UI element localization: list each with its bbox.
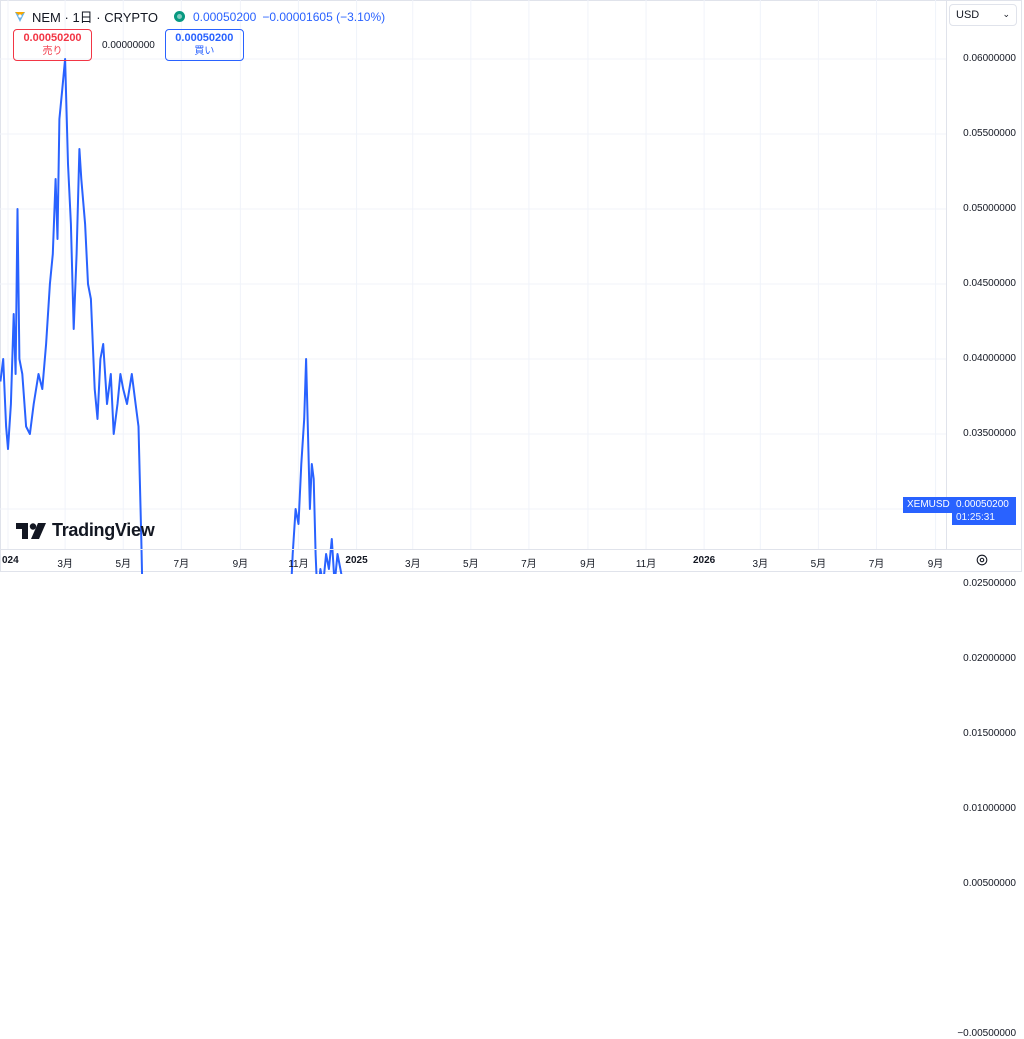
time-axis-label: 2026 (693, 555, 716, 566)
price-axis-label: 0.04000000 (963, 353, 1016, 364)
time-axis-label: 3月 (404, 559, 421, 570)
chart-frame (0, 0, 1022, 572)
currency-select[interactable]: USD ⌄ (949, 4, 1017, 26)
spread-value: 0.00000000 (102, 39, 155, 51)
chart-plot[interactable] (0, 0, 1024, 574)
time-axis-label: 3月 (752, 559, 769, 570)
price-axis-label: 0.03500000 (963, 428, 1016, 439)
time-axis-label: 9月 (580, 559, 596, 570)
price-axis-label: 0.04500000 (963, 278, 1016, 289)
time-axis-label: 7月 (173, 559, 190, 570)
price-axis-label: 0.06000000 (963, 53, 1016, 64)
price-axis-label: 0.01000000 (963, 803, 1016, 814)
price-axis-label: 0.00500000 (963, 878, 1016, 889)
time-axis-label: 2025 (345, 555, 368, 566)
tradingview-logo-icon (16, 522, 46, 539)
time-axis-label: 9月 (232, 559, 249, 570)
symbol-tag: XEMUSD (903, 497, 954, 513)
price-axis-label: −0.00500000 (957, 1028, 1016, 1039)
time-axis-label: 024 (2, 555, 19, 566)
settings-gear-icon[interactable] (975, 553, 989, 567)
time-axis-label: 9月 (927, 559, 944, 570)
price-line-series (0, 58, 343, 574)
time-axis-label: 7月 (521, 559, 537, 570)
bar-countdown: 01:25:31 (956, 512, 995, 523)
sell-price: 0.00050200 (23, 32, 82, 44)
price-axis-label: 0.05500000 (963, 128, 1016, 139)
symbol-legend: NEM · 1日 · CRYPTO 0.00050200 −0.00001605… (14, 7, 385, 26)
time-axis-label: 3月 (57, 559, 73, 570)
bid-ask-panel: 0.00050200 売り 0.00000000 0.00050200 買い (13, 29, 244, 61)
time-axis-label: 11月 (635, 559, 657, 570)
last-price-tag: 0.00050200 01:25:31 (952, 497, 1016, 525)
legend-change: −0.00001605 (−3.10%) (262, 9, 386, 24)
price-axis-label: 0.02000000 (963, 653, 1016, 664)
price-axis-label: 0.02500000 (963, 578, 1016, 589)
chevron-down-icon: ⌄ (1002, 9, 1010, 19)
buy-price: 0.00050200 (175, 32, 234, 44)
time-axis-label: 11月 (288, 559, 309, 570)
buy-button[interactable]: 0.00050200 買い (164, 29, 244, 61)
tradingview-watermark[interactable]: TradingView (16, 520, 155, 541)
sell-button[interactable]: 0.00050200 売り (13, 29, 92, 61)
time-axis-label: 5月 (810, 559, 827, 570)
buy-label: 買い (194, 46, 215, 57)
symbol-title[interactable]: NEM · 1日 · CRYPTO (32, 10, 158, 25)
price-axis-label: 0.05000000 (963, 203, 1016, 214)
time-axis-label: 7月 (868, 559, 885, 570)
time-axis-separator (0, 549, 1022, 550)
time-axis-label: 5月 (463, 559, 479, 570)
market-status-icon[interactable] (173, 11, 185, 22)
watermark-text: TradingView (52, 520, 155, 540)
time-axis-label: 5月 (115, 559, 131, 570)
currency-value: USD (956, 9, 980, 21)
nem-logo-icon (15, 11, 25, 22)
legend-price: 0.00050200 (192, 9, 257, 24)
price-axis-separator (946, 0, 947, 550)
sell-label: 売り (42, 46, 63, 57)
price-axis-label: 0.01500000 (963, 728, 1016, 739)
last-price-tag-value: 0.00050200 (956, 499, 1009, 510)
grid (0, 0, 946, 549)
